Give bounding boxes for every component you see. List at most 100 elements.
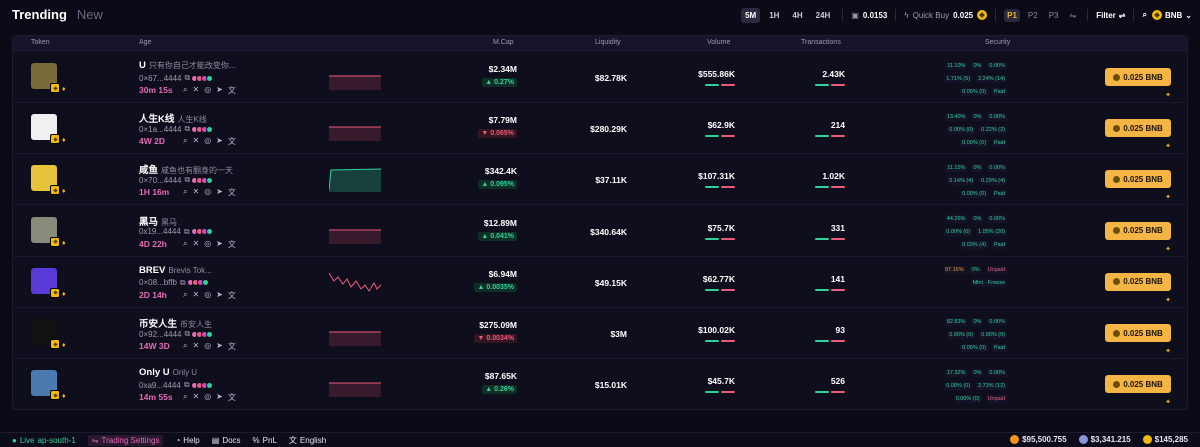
globe-icon[interactable]: ◎: [204, 392, 212, 402]
live-status[interactable]: ● Live ap-south-1: [12, 436, 76, 445]
copy-icon[interactable]: ⧉: [183, 380, 190, 390]
x-icon[interactable]: ✕: [192, 289, 200, 299]
col-liquidity[interactable]: Liquidity: [595, 39, 621, 46]
preset-p2[interactable]: P2: [1027, 10, 1038, 20]
copy-icon[interactable]: ⧉: [184, 175, 191, 185]
eth-price[interactable]: $3,341.215: [1078, 435, 1131, 444]
filter-button[interactable]: Filter ⇌: [1096, 11, 1125, 20]
search-icon[interactable]: ⌕: [183, 289, 188, 299]
quick-buy-button[interactable]: 0.025 BNB: [1105, 221, 1171, 240]
bnb-price[interactable]: $145,285: [1142, 435, 1188, 444]
table-row[interactable]: ♦ BREV Brevis Tok... 0×08...bffb ⧉ 2D 14h …: [13, 257, 1187, 308]
x-icon[interactable]: ✕: [192, 238, 200, 248]
globe-icon[interactable]: ◎: [204, 289, 212, 299]
globe-icon[interactable]: ◎: [204, 187, 212, 197]
copy-icon[interactable]: ⧉: [183, 226, 190, 236]
telegram-icon[interactable]: ➤: [216, 341, 223, 350]
table-row[interactable]: ♦ 币安人生 币安人生 0×92...4444 ⧉ 14W 3D ⌕ ✕ ◎ ➤ 文 $27…: [13, 308, 1187, 359]
globe-icon[interactable]: ◎: [204, 341, 212, 350]
telegram-icon[interactable]: ➤: [216, 238, 223, 248]
quick-buy-button[interactable]: 0.025 BNB: [1105, 375, 1171, 394]
tab-trending[interactable]: Trending: [12, 7, 67, 22]
token-symbol[interactable]: BREV: [139, 264, 166, 276]
docs-button[interactable]: ▤ Docs: [212, 436, 241, 445]
timeframe-5m[interactable]: 5M: [741, 7, 761, 23]
timeframe-24h[interactable]: 24H: [815, 10, 831, 20]
telegram-icon[interactable]: ➤: [216, 392, 223, 402]
token-symbol[interactable]: Only U: [139, 367, 170, 379]
telegram-icon[interactable]: ➤: [216, 187, 223, 197]
x-icon[interactable]: ✕: [192, 85, 200, 94]
help-button[interactable]: ◔ Help: [175, 436, 199, 445]
translate-icon[interactable]: 文: [227, 342, 236, 351]
sparkle-icon[interactable]: ✦: [1165, 399, 1171, 407]
table-row[interactable]: ♦ 咸鱼 咸鱼也有翻身的一天 0×70...4444 ⧉ 1H 16m ⌕ ✕ ◎ ➤ 文 …: [13, 154, 1187, 206]
sparkle-icon[interactable]: ✦: [1165, 194, 1171, 202]
token-symbol[interactable]: U: [139, 60, 146, 71]
globe-icon[interactable]: ◎: [204, 136, 212, 146]
x-icon[interactable]: ✕: [192, 187, 200, 197]
telegram-icon[interactable]: ➤: [216, 289, 223, 299]
translate-icon[interactable]: 文: [227, 86, 236, 95]
search-icon[interactable]: ⌕: [183, 341, 188, 350]
quick-buy-button[interactable]: 0.025 BNB: [1105, 324, 1171, 342]
sparkle-icon[interactable]: ✦: [1165, 296, 1171, 304]
col-security[interactable]: Security: [985, 39, 1011, 46]
pnl-button[interactable]: % PnL: [253, 436, 277, 445]
sparkle-icon[interactable]: ✦: [1165, 92, 1171, 99]
gas-display[interactable]: ▣ 0.0153: [851, 11, 887, 20]
sparkle-icon[interactable]: ✦: [1165, 143, 1171, 151]
telegram-icon[interactable]: ➤: [216, 85, 223, 94]
table-row[interactable]: ♦ U 只有你自己才能改变你... 0×67...4444 ⧉ 30m 15s ⌕ ✕…: [13, 52, 1187, 103]
quick-buy[interactable]: ϟ Quick Buy 0.025: [904, 10, 988, 20]
col-transactions[interactable]: Transactions: [801, 39, 841, 46]
copy-icon[interactable]: ⧉: [184, 124, 191, 134]
quick-buy-button[interactable]: 0.025 BNB: [1105, 170, 1171, 189]
translate-icon[interactable]: 文: [227, 290, 236, 300]
token-symbol[interactable]: 人生K线: [139, 114, 175, 126]
token-symbol[interactable]: 币安人生: [139, 319, 178, 330]
search-icon[interactable]: ⌕: [1142, 10, 1147, 19]
token-symbol[interactable]: 咸鱼: [139, 165, 159, 177]
translate-icon[interactable]: 文: [227, 393, 236, 403]
preset-settings-icon[interactable]: ⇋: [1069, 10, 1077, 20]
search-icon[interactable]: ⌕: [183, 392, 188, 402]
search-icon[interactable]: ⌕: [183, 238, 188, 248]
preset-p1[interactable]: P1: [1004, 8, 1020, 22]
search-icon[interactable]: ⌕: [183, 187, 188, 197]
x-icon[interactable]: ✕: [192, 341, 200, 350]
search-icon[interactable]: ⌕: [183, 136, 188, 146]
quick-buy-button[interactable]: 0.025 BNB: [1105, 119, 1171, 138]
quick-buy-button[interactable]: 0.025 BNB: [1105, 68, 1171, 86]
preset-p3[interactable]: P3: [1048, 10, 1059, 20]
col-token[interactable]: Token: [31, 39, 50, 46]
quick-buy-button[interactable]: 0.025 BNB: [1105, 272, 1171, 291]
timeframe-1h[interactable]: 1H: [769, 10, 780, 20]
globe-icon[interactable]: ◎: [204, 85, 212, 94]
translate-icon[interactable]: 文: [227, 137, 236, 147]
translate-icon[interactable]: 文: [227, 188, 236, 198]
x-icon[interactable]: ✕: [192, 392, 200, 402]
sparkle-icon[interactable]: ✦: [1165, 245, 1171, 253]
col-mcap[interactable]: M.Cap: [493, 39, 514, 46]
language-button[interactable]: 文 English: [289, 435, 326, 446]
btc-price[interactable]: $95,500.755: [1010, 435, 1067, 444]
x-icon[interactable]: ✕: [192, 136, 200, 146]
timeframe-4h[interactable]: 4H: [792, 10, 803, 20]
telegram-icon[interactable]: ➤: [216, 136, 223, 146]
globe-icon[interactable]: ◎: [204, 238, 212, 248]
search-icon[interactable]: ⌕: [183, 85, 188, 94]
trading-settings-button[interactable]: ⇋ Trading Settings: [87, 434, 164, 446]
col-age[interactable]: Age: [139, 39, 152, 46]
sparkle-icon[interactable]: ✦: [1165, 348, 1171, 355]
table-row[interactable]: ♦ 人生K线 人生K线 0×1a...4444 ⧉ 4W 2D ⌕ ✕ ◎ ➤ 文 $7.7…: [13, 103, 1187, 155]
copy-icon[interactable]: ⧉: [184, 73, 191, 82]
table-row[interactable]: ♦ 黑马 黑马 0x19...4444 ⧉ 4D 22h ⌕ ✕ ◎ ➤ 文 $12.89M…: [13, 206, 1187, 257]
copy-icon[interactable]: ⧉: [179, 277, 186, 287]
col-volume[interactable]: Volume: [707, 39, 731, 46]
table-row[interactable]: ♦ Only U Only U 0xa9...4444 ⧉ 14m 55s ⌕ ✕ ◎ ➤…: [13, 359, 1187, 409]
tab-new[interactable]: New: [76, 7, 103, 22]
chain-selector[interactable]: BNB ⌄: [1151, 10, 1192, 20]
quick-buy-amount[interactable]: 0.025: [953, 10, 974, 20]
translate-icon[interactable]: 文: [227, 239, 236, 249]
